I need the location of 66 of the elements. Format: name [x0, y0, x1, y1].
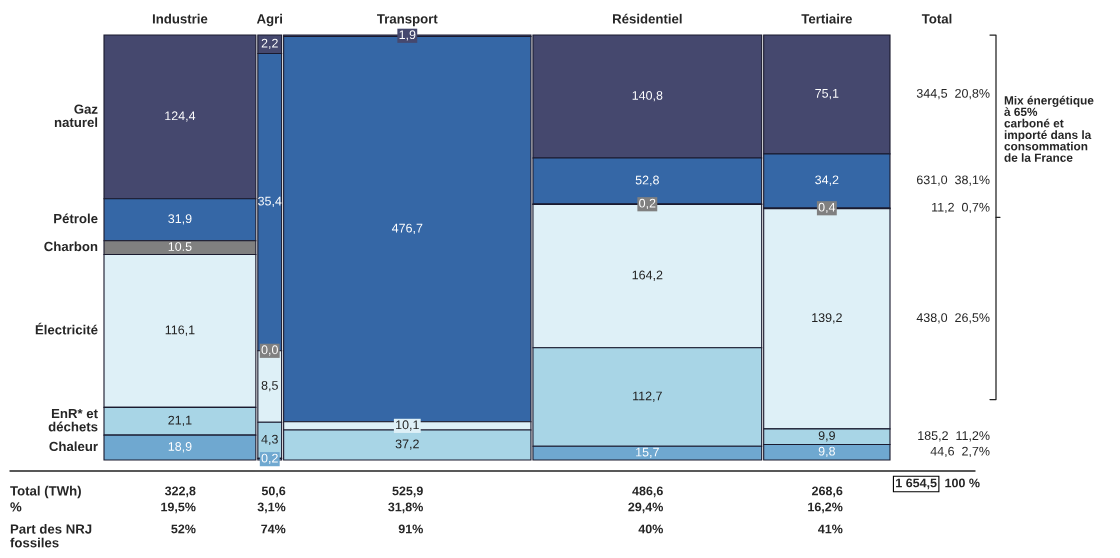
series-label: Pétrole: [54, 213, 98, 224]
data-label: 9,9: [818, 431, 835, 442]
data-label: 0,4: [818, 202, 836, 214]
text: 91%: [398, 524, 423, 534]
text: 486,6: [632, 486, 663, 498]
data-label: 0,0: [261, 345, 278, 356]
data-label: 0,2: [639, 198, 656, 210]
text: 525,9: [392, 486, 423, 498]
series-label: Charbon: [44, 241, 98, 252]
data-label: 34,2: [815, 175, 839, 186]
data-label: 139,2: [812, 313, 842, 324]
data-label: 8,5: [261, 381, 278, 392]
text: 19,5%: [161, 502, 196, 514]
category-label: Agri: [256, 13, 283, 27]
text: Total (TWh): [10, 485, 81, 499]
text: %: [10, 502, 22, 512]
data-label: 112,7: [633, 391, 662, 402]
data-label: 1,9: [399, 30, 416, 41]
data-label: 18,9: [168, 442, 192, 453]
data-label: 75,1: [815, 89, 839, 100]
data-label: 4,3: [261, 434, 278, 446]
data-label: 52,8: [635, 175, 659, 186]
data-label: 9,8: [818, 446, 835, 458]
data-label: 21,1: [168, 415, 192, 427]
data-label: 31,9: [168, 214, 192, 225]
text: 100 %: [945, 478, 980, 488]
series-label: Gaz naturel: [54, 104, 98, 128]
data-label: 37,2: [395, 439, 419, 450]
text: Total: [921, 13, 952, 24]
category-label: Tertiaire: [801, 13, 852, 24]
text: 322,8: [164, 486, 196, 498]
text: Mix énergétique à 65% carboné et importé dans la consommation de la France: [1004, 95, 1094, 162]
text: 16,2%: [808, 502, 843, 514]
data-label: 10,1: [396, 420, 419, 431]
text: 41%: [818, 524, 843, 534]
data-label: 164,2: [632, 270, 663, 281]
text: Part des NRJ fossiles: [10, 524, 92, 548]
text: 11,2 0,7%: [932, 202, 990, 214]
text: 438,0 26,5%: [916, 313, 990, 324]
text: 50,6: [261, 486, 286, 498]
text: 74%: [261, 524, 286, 534]
category-label: Transport: [377, 14, 438, 27]
text: 631,0 38,1%: [916, 175, 990, 186]
data-label: 140,8: [632, 91, 663, 102]
series-label: Chaleur: [49, 441, 98, 452]
data-label: 35,4: [258, 196, 282, 207]
text: 44,6 2,7%: [930, 446, 990, 458]
data-label: 15,7: [636, 447, 659, 458]
category-label: Industrie: [152, 13, 208, 24]
text: 40%: [638, 524, 663, 534]
text: 52%: [171, 524, 196, 534]
data-label: 476,7: [391, 223, 423, 234]
text: 344,5 20,8%: [916, 88, 990, 100]
text: 3,1%: [257, 502, 286, 514]
text: 29,4%: [628, 502, 663, 514]
data-label: 116,1: [165, 325, 195, 336]
text: 31,8%: [388, 502, 423, 514]
category-label: Résidentiel: [613, 13, 682, 24]
data-label: 124,4: [165, 111, 196, 122]
text: 268,6: [812, 486, 843, 498]
series-label: EnR* et déchets: [48, 408, 98, 432]
data-label: 2,2: [261, 38, 278, 50]
text: 185,2 11,2%: [918, 431, 990, 442]
text: 1 654,5: [896, 478, 937, 490]
series-label: Électricité: [35, 322, 98, 335]
data-label: 10.5: [168, 242, 192, 251]
